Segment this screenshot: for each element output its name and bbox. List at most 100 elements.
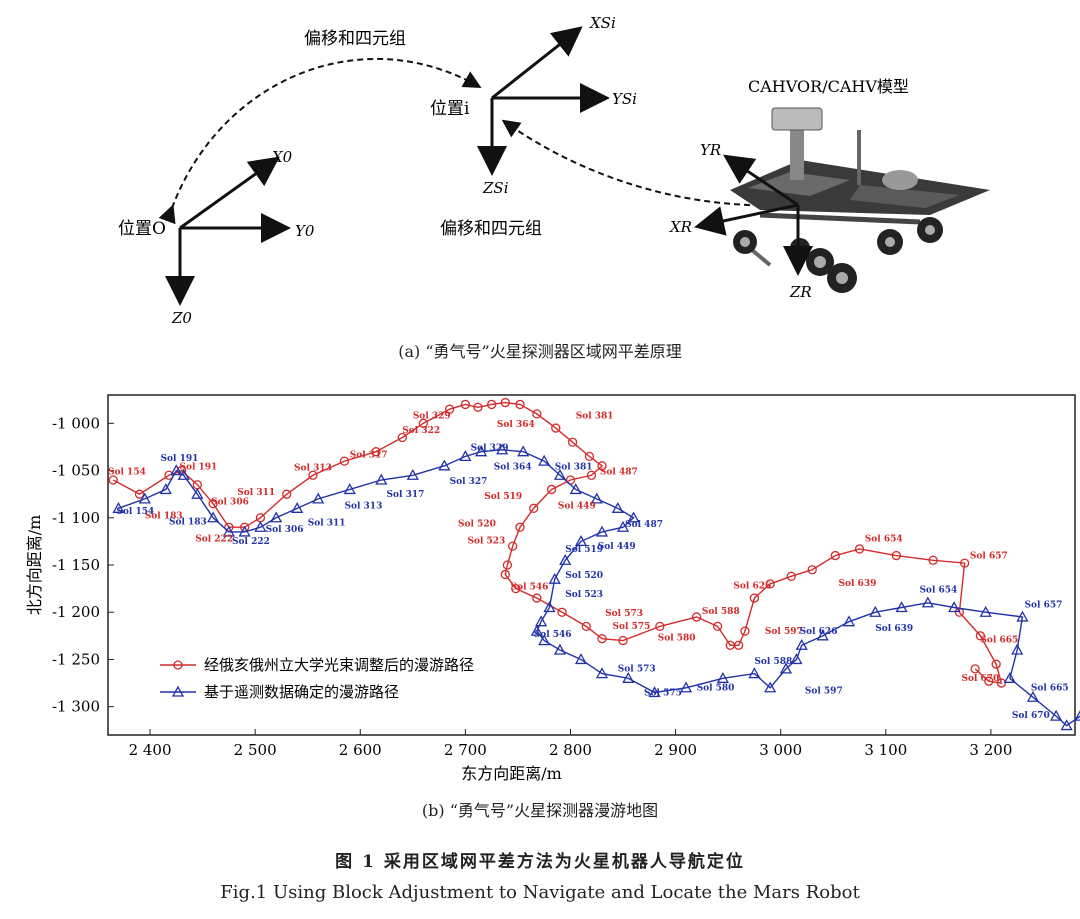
blue-point [1011,643,1024,655]
sol-label-blue: Sol 487 [625,520,663,530]
blue-point [574,535,588,547]
label-xr: XR [669,218,692,236]
x0-axis [179,156,280,230]
blue-point [475,445,488,457]
sol-label-red: Sol 519 [484,492,522,502]
blue-point [343,483,356,495]
sol-label-red: Sol 580 [658,634,696,644]
red-point [108,475,118,485]
red-point [500,397,510,408]
blue-point [375,473,388,485]
sol-label-blue: Sol 306 [266,525,304,535]
red-point [529,503,539,513]
blue-point [895,601,908,613]
blue-point [748,667,761,679]
red-point [830,550,841,561]
red-point [807,565,817,575]
sol-label-blue: Sol 657 [1025,601,1063,611]
blue-point [622,671,635,683]
sol-label-red: Sol 306 [211,498,249,508]
sol-label-blue: Sol 523 [565,590,603,600]
blue-point [716,671,729,683]
y-tick-label: -1 200 [52,603,100,621]
sol-label-blue: Sol 327 [450,477,488,487]
sol-label-blue: Sol 665 [1031,684,1069,694]
red-point [975,631,986,641]
sol-label-red: Sol 657 [970,551,1008,561]
blue-point [779,662,793,674]
x-tick-label: 2 700 [444,741,487,759]
x-tick-label: 2 400 [129,741,172,759]
sol-label-red: Sol 154 [108,467,146,477]
sol-label-red: Sol 222 [195,534,233,544]
sol-label-blue: Sol 311 [308,518,346,528]
red-point [740,626,750,636]
sol-label-red: Sol 546 [511,583,549,593]
red-point [970,664,980,674]
y-tick-label: -1 050 [52,462,100,480]
red-point [371,447,381,457]
blue-point [270,511,283,523]
label-z0: Z0 [171,309,192,327]
blue-point [177,468,190,480]
y-tick-label: -1 250 [52,650,100,668]
sol-label-blue: Sol 573 [618,665,656,675]
blue-point [590,492,603,504]
blue-point [595,525,609,537]
sol-label-blue: Sol 317 [387,490,425,500]
block-adjustment-diagram: 位置O X0 Y0 Z0 位置i XSi YSi ZSi 偏移和四元组 偏移和四… [118,14,990,327]
blue-point [254,520,267,532]
blue-point [764,681,777,693]
red-point [581,621,591,632]
blue-point [548,572,561,584]
blue-point [496,443,509,455]
blue-point [170,464,183,476]
blue-point [291,501,304,513]
frame-i [477,26,610,176]
red-point [444,404,455,414]
red-point [749,593,760,603]
red-point [418,418,428,428]
blue-point [538,634,551,646]
sol-label-blue: Sol 364 [494,463,532,473]
blue-point [530,624,543,636]
label-x0: X0 [271,148,293,166]
blue-point [1003,671,1016,683]
y-tick-label: -1 100 [52,509,100,527]
sol-label-red: Sol 487 [600,467,638,477]
blue-point [1049,709,1063,721]
blue-point [842,615,856,627]
sol-label-blue: Sol 580 [697,684,735,694]
sol-label-blue: Sol 313 [344,501,382,511]
red-point [532,409,542,419]
blue-point [159,483,172,495]
red-point [991,659,1001,669]
red-point [854,544,865,554]
red-point [786,571,796,581]
blue-point [191,487,204,499]
red-point [515,399,525,410]
sol-label-red: Sol 626 [733,582,771,592]
blue-point [569,483,582,495]
offset-quaternion-bottom: 偏移和四元组 [440,219,542,239]
mars-rover-illustration [694,107,990,293]
sol-label-red: Sol 322 [402,426,440,436]
red-point [959,558,970,568]
red-point [546,484,557,495]
legend-marker-blue [171,685,185,697]
sol-label-blue: Sol 222 [232,537,270,547]
sol-label-blue: Sol 519 [565,545,603,555]
sol-label-red: Sol 670 [961,674,999,684]
label-zsi: ZSi [482,179,509,197]
red-point [515,522,525,532]
red-point [486,399,497,410]
blue-point [538,454,551,466]
blue-point [611,501,624,513]
legend-marker-red [173,660,183,670]
sol-label-red: Sol 381 [576,412,614,422]
sol-label-red: Sol 639 [839,579,877,589]
red-point [500,569,510,580]
red-point [584,451,595,462]
caption-b: (b) “勇气号”火星探测器漫游地图 [421,801,659,820]
sol-label-blue: Sol 546 [534,630,572,640]
